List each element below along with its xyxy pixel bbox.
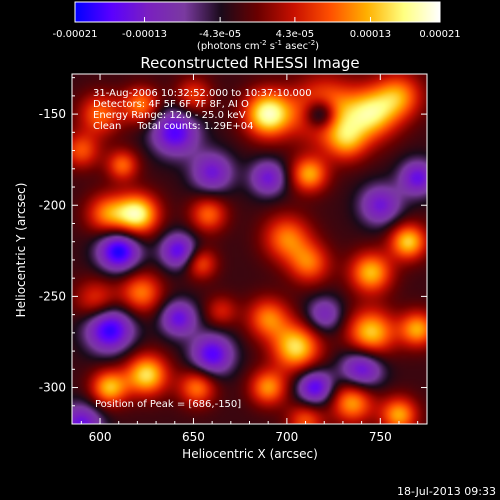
colorbar-tick-label: 0.00021: [419, 29, 460, 40]
y-tick-label: -250: [39, 289, 66, 303]
colorbar-tick-label: -0.00013: [122, 29, 167, 40]
y-tick-label: -300: [39, 381, 66, 395]
info-line-time: 31-Aug-2006 10:32:52.000 to 10:37:10.000: [93, 88, 312, 99]
y-tick-label: -150: [39, 107, 66, 121]
info-line-energy: Energy Range: 12.0 - 25.0 keV: [93, 110, 246, 121]
heatmap-image: [72, 74, 427, 424]
timestamp: 18-Jul-2013 09:33: [396, 485, 496, 498]
x-tick-label: 700: [275, 430, 298, 444]
colorbar: -0.00021 -0.00013 -4.3e-05 4.3e-05 0.00013 0.…: [53, 1, 461, 52]
colorbar-tick-label: 0.00013: [350, 29, 391, 40]
colorbar-tick-label: -0.00021: [53, 29, 98, 40]
info-line-counts: Clean Total counts: 1.29E+04: [93, 121, 253, 132]
axes: 600 650 700 750 -150 -200 -250 -300: [39, 74, 427, 444]
info-text: 31-Aug-2006 10:32:52.000 to 10:37:10.000…: [93, 88, 312, 410]
x-tick-label: 650: [182, 430, 205, 444]
peak-position-label: Position of Peak = [686,-150]: [95, 399, 241, 410]
x-tick-label: 750: [369, 430, 392, 444]
x-tick-label: 600: [89, 430, 112, 444]
colorbar-unit-label: (photons cm-2 s-1 asec-2): [197, 39, 319, 52]
colorbar-gradient: [74, 1, 441, 23]
y-tick-label: -200: [39, 198, 66, 212]
plot-area: 600 650 700 750 -150 -200 -250 -300: [39, 73, 428, 444]
x-axis-label: Heliocentric X (arcsec): [182, 447, 318, 461]
info-line-detectors: Detectors: 4F 5F 6F 7F 8F, AI O: [93, 99, 249, 110]
colorbar-tick-label: 4.3e-05: [276, 29, 314, 40]
y-axis-label: Heliocentric Y (arcsec): [14, 183, 28, 318]
colorbar-tick-label: -4.3e-05: [199, 29, 241, 40]
chart-title: Reconstructed RHESSI Image: [140, 54, 359, 72]
colorbar-ticks: -0.00021 -0.00013 -4.3e-05 4.3e-05 0.00013 0.…: [53, 17, 461, 40]
